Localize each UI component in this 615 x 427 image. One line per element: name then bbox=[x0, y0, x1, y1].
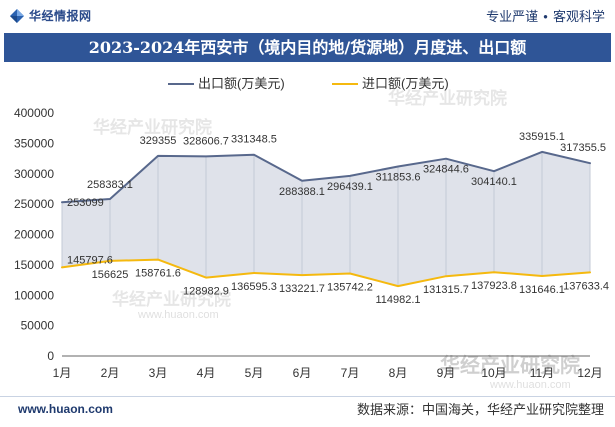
x-tick-label: 2月 bbox=[101, 366, 120, 380]
y-tick-label: 300000 bbox=[14, 167, 54, 181]
export-data-label: 324844.6 bbox=[423, 164, 469, 176]
export-data-label: 328606.7 bbox=[183, 135, 229, 147]
slogan-dot: ● bbox=[543, 12, 548, 21]
legend-label-import: 进口额(万美元) bbox=[362, 76, 449, 91]
chart-title: 2023-2024年西安市（境内目的地/货源地）月度进、出口额 bbox=[88, 38, 527, 57]
x-tick-label: 3月 bbox=[149, 366, 168, 380]
x-tick-label: 10月 bbox=[481, 366, 506, 380]
legend-label-export: 出口额(万美元) bbox=[198, 76, 285, 91]
import-data-label: 137633.4 bbox=[563, 280, 609, 292]
slogan: 专业严谨 ● 客观科学 bbox=[486, 9, 605, 24]
watermark-brand: 华经产业研究院 bbox=[388, 88, 507, 108]
export-data-label: 288388.1 bbox=[279, 186, 325, 198]
import-data-label: 131646.1 bbox=[519, 284, 565, 296]
x-tick-label: 11月 bbox=[530, 366, 554, 380]
slogan-left: 专业严谨 bbox=[486, 9, 539, 24]
footer-source: 数据来源：中国海关，华经产业研究院整理 bbox=[356, 402, 604, 417]
x-tick-label: 12月 bbox=[577, 366, 602, 380]
import-data-label: 158761.6 bbox=[135, 268, 181, 280]
logo-icon bbox=[8, 7, 26, 25]
watermark-brand: 华经产业研究院 bbox=[93, 117, 212, 137]
import-data-label: 145797.6 bbox=[67, 254, 113, 266]
logo-text: 华经情报网 bbox=[29, 9, 92, 23]
legend-swatch-export bbox=[168, 83, 194, 85]
export-data-label: 258383.1 bbox=[87, 179, 133, 191]
export-data-label: 335915.1 bbox=[519, 131, 565, 143]
export-data-label: 331348.5 bbox=[231, 134, 277, 146]
y-tick-label: 0 bbox=[47, 349, 54, 363]
export-data-label: 253099 bbox=[67, 197, 104, 209]
legend-swatch-import bbox=[332, 83, 358, 85]
watermark-brand: 华经产业研究院 bbox=[440, 353, 580, 377]
watermark-site: www.huaon.com bbox=[137, 309, 219, 321]
export-data-label: 304140.1 bbox=[471, 176, 517, 188]
y-tick-label: 200000 bbox=[14, 228, 54, 242]
x-tick-label: 7月 bbox=[341, 366, 360, 380]
import-data-label: 135742.2 bbox=[327, 282, 373, 294]
x-tick-label: 6月 bbox=[293, 366, 312, 380]
x-tick-label: 4月 bbox=[197, 366, 216, 380]
export-data-label: 311853.6 bbox=[375, 172, 420, 184]
import-data-label: 136595.3 bbox=[231, 281, 277, 293]
import-data-label: 128982.9 bbox=[183, 286, 229, 298]
import-data-label: 114982.1 bbox=[375, 294, 420, 306]
import-series-line bbox=[61, 258, 591, 288]
import-data-label: 156625 bbox=[92, 269, 129, 281]
y-tick-label: 400000 bbox=[14, 106, 54, 120]
export-data-label: 317355.5 bbox=[560, 142, 606, 154]
y-tick-label: 50000 bbox=[21, 319, 55, 333]
x-tick-label: 5月 bbox=[245, 366, 264, 380]
export-data-label: 296439.1 bbox=[327, 181, 373, 193]
band-fill-between-series bbox=[62, 151, 590, 287]
y-tick-label: 150000 bbox=[14, 258, 54, 272]
import-data-label: 133221.7 bbox=[279, 283, 325, 295]
x-tick-label: 9月 bbox=[437, 366, 456, 380]
y-tick-label: 250000 bbox=[14, 197, 54, 211]
footer-website: www.huaon.com bbox=[18, 402, 113, 416]
x-tick-label: 1月 bbox=[53, 366, 72, 380]
footer-divider bbox=[0, 396, 615, 397]
y-tick-label: 100000 bbox=[14, 288, 54, 302]
export-data-label: 329355 bbox=[140, 135, 177, 147]
watermark-layer: 华经产业研究院 华经产业研究院 华经产业研究院 www.huaon.com 华经… bbox=[93, 88, 580, 391]
title-bar: 2023-2024年西安市（境内目的地/货源地）月度进、出口额 bbox=[4, 33, 611, 62]
x-tick-label: 8月 bbox=[389, 366, 408, 380]
export-series-line bbox=[61, 150, 591, 204]
import-data-label: 137923.8 bbox=[471, 280, 517, 292]
y-tick-label: 350000 bbox=[14, 136, 54, 150]
watermark-brand: 华经产业研究院 bbox=[112, 289, 231, 309]
slogan-right: 客观科学 bbox=[552, 9, 605, 24]
watermark-site: www.huaon.com bbox=[489, 379, 571, 391]
import-data-label: 131315.7 bbox=[423, 284, 469, 296]
